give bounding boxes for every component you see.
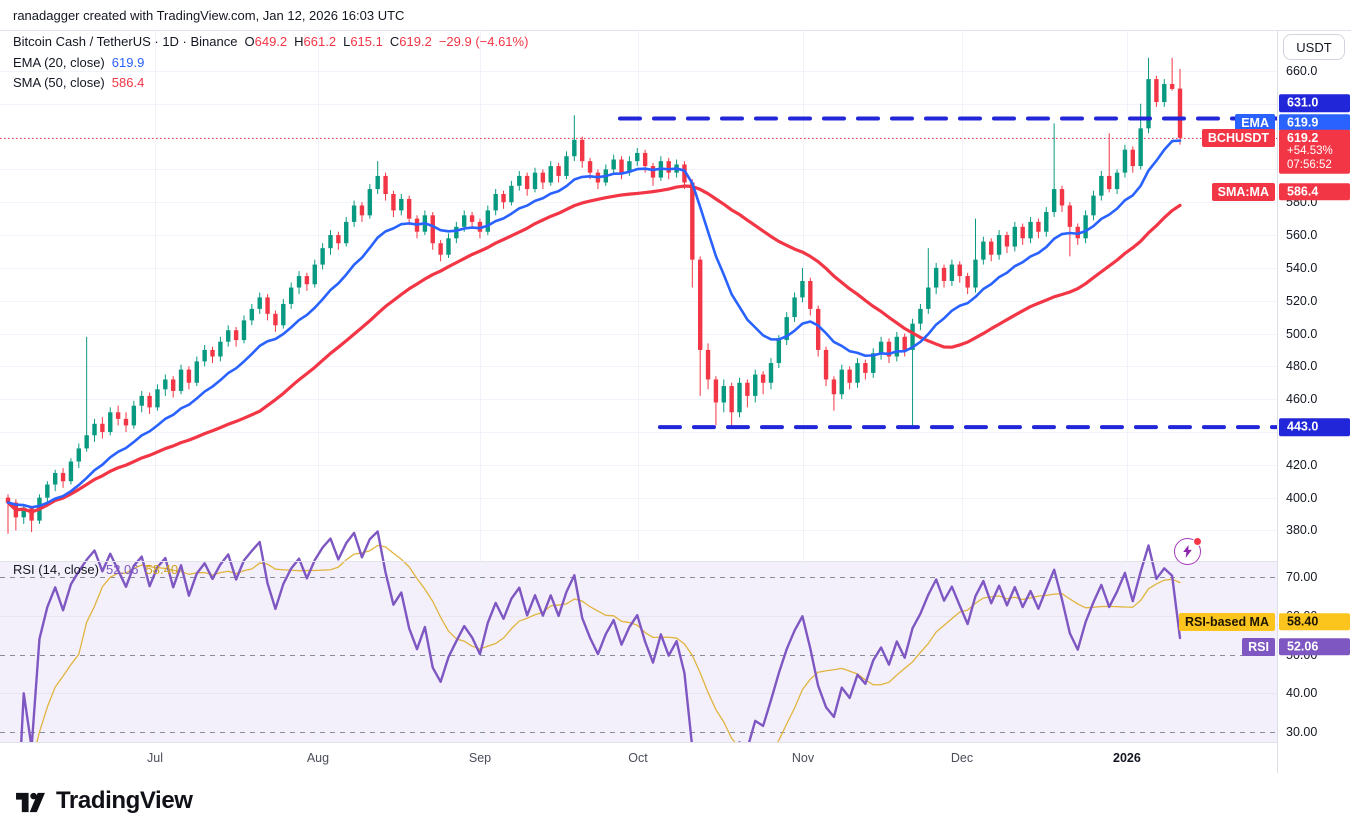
- symbol-title[interactable]: Bitcoin Cash / TetherUS · 1D · Binance: [13, 34, 238, 49]
- currency-button[interactable]: USDT: [1283, 34, 1345, 60]
- rsi-axis-tick: 30.00: [1286, 725, 1318, 740]
- time-axis-label-aug: Aug: [306, 751, 330, 765]
- price-axis-tick: 660.0: [1286, 63, 1318, 78]
- sma-legend-label: SMA (50, close): [13, 75, 105, 90]
- price-axis-tick: 460.0: [1286, 392, 1318, 407]
- time-axis-label-jul: Jul: [147, 751, 164, 765]
- time-axis-label-sep: Sep: [468, 751, 492, 765]
- ema-legend-value: 619.9: [111, 54, 145, 70]
- axis-badge-sma[interactable]: 586.4: [1279, 182, 1350, 201]
- chart-area[interactable]: Bitcoin Cash / TetherUS · 1D · Binance O…: [0, 30, 1351, 773]
- time-axis-label-oct: Oct: [628, 751, 648, 765]
- ohlc-close-key: C: [389, 34, 400, 49]
- lightning-icon: [1183, 545, 1192, 558]
- ohlc-low-key: L: [343, 34, 351, 49]
- chart-canvas[interactable]: [0, 31, 1277, 743]
- axis-label-rsi[interactable]: RSI: [1242, 637, 1275, 656]
- ema-legend-label: EMA (20, close): [13, 54, 105, 70]
- attribution-text: ranadagger created with TradingView.com,…: [13, 7, 405, 23]
- rsi-legend[interactable]: RSI (14, close) 52.06 58.40: [13, 562, 178, 577]
- axis-badge-level-631[interactable]: 631.0: [1279, 94, 1350, 113]
- ohlc-open-value: 649.2: [254, 34, 288, 49]
- ohlc-low-value: 615.1: [350, 34, 383, 49]
- price-axis-tick: 500.0: [1286, 326, 1318, 341]
- price-legend: Bitcoin Cash / TetherUS · 1D · Binance O…: [13, 32, 528, 94]
- symbol-row[interactable]: Bitcoin Cash / TetherUS · 1D · Binance O…: [13, 32, 528, 53]
- tradingview-brand-text[interactable]: TradingView: [56, 787, 193, 814]
- pane-separator[interactable]: [0, 561, 1351, 562]
- time-axis[interactable]: Jul Aug Sep Oct Nov Dec 2026: [0, 742, 1351, 773]
- axis-label-price[interactable]: BCHUSDT: [1201, 128, 1275, 147]
- price-axis-tick: 400.0: [1286, 490, 1318, 505]
- ohlc-high-key: H: [294, 34, 304, 49]
- ohlc-close-value: 619.2: [399, 34, 432, 49]
- price-axis-tick: 540.0: [1286, 260, 1318, 275]
- price-axis-tick: 480.0: [1286, 359, 1318, 374]
- price-axis-tick: 520.0: [1286, 293, 1318, 308]
- time-axis-label-nov: Nov: [791, 751, 815, 765]
- axis-label-rsi-ma[interactable]: RSI-based MA: [1178, 612, 1275, 631]
- axis-badge-price[interactable]: 619.2 +54.53% 07:56:52: [1279, 129, 1350, 175]
- ohlc-high-value: 661.2: [303, 34, 337, 49]
- axis-label-sma[interactable]: SMA:MA: [1211, 182, 1275, 201]
- rsi-axis-tick: 40.00: [1286, 686, 1318, 701]
- attribution-bar: ranadagger created with TradingView.com,…: [0, 0, 1351, 30]
- axis-label-ema[interactable]: EMA: [1235, 113, 1275, 132]
- price-axis-column[interactable]: USDT 660.0 580.0 560.0 540.0 520.0 500.0 480.0…: [1277, 31, 1351, 773]
- ohlc-open-key: O: [244, 34, 255, 49]
- rsi-legend-value: 52.06: [105, 562, 139, 577]
- rsi-ma-legend-value: 58.40: [145, 562, 179, 577]
- tradingview-logo-icon[interactable]: [14, 788, 47, 815]
- sma-legend-row[interactable]: SMA (50, close) 586.4: [13, 73, 528, 94]
- footer: TradingView: [0, 772, 1351, 830]
- notification-dot-icon: [1193, 537, 1202, 546]
- price-axis-tick: 380.0: [1286, 523, 1318, 538]
- ema-legend-row[interactable]: EMA (20, close) 619.9: [13, 53, 528, 74]
- rsi-axis-tick: 70.00: [1286, 569, 1318, 584]
- time-axis-label-dec: Dec: [950, 751, 974, 765]
- axis-badge-rsi[interactable]: 52.06: [1279, 637, 1350, 656]
- axis-badge-level-443[interactable]: 443.0: [1279, 418, 1350, 436]
- price-axis-tick: 420.0: [1286, 457, 1318, 472]
- sma-legend-value: 586.4: [111, 75, 145, 90]
- flash-circle-button[interactable]: [1174, 537, 1202, 565]
- axis-badge-ema[interactable]: 619.9: [1279, 113, 1350, 132]
- time-axis-label-2026: 2026: [1113, 751, 1141, 765]
- axis-badge-rsi-ma[interactable]: 58.40: [1279, 613, 1350, 631]
- price-axis-tick: 560.0: [1286, 228, 1318, 243]
- price-change: −29.9 (−4.61%): [438, 34, 529, 49]
- rsi-legend-label: RSI (14, close): [13, 562, 99, 577]
